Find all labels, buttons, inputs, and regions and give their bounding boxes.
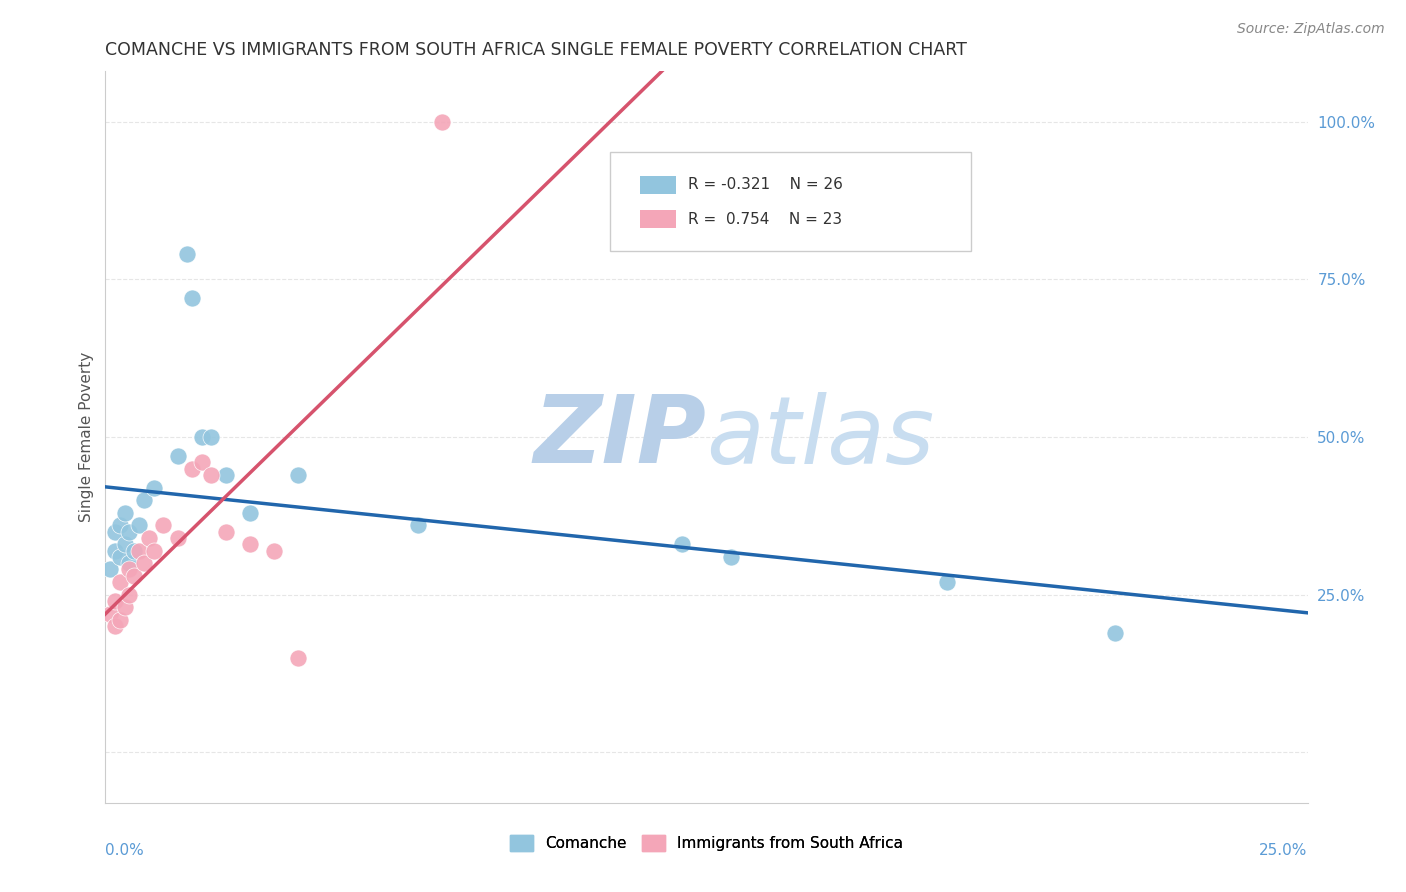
Point xyxy=(98,562,121,576)
Point xyxy=(108,518,131,533)
Point xyxy=(104,543,127,558)
Point xyxy=(152,518,174,533)
Point xyxy=(190,455,212,469)
Point xyxy=(720,549,742,564)
Point xyxy=(214,524,236,539)
Point xyxy=(118,588,141,602)
Point xyxy=(128,543,150,558)
Point xyxy=(200,467,222,482)
Point xyxy=(181,291,204,305)
FancyBboxPatch shape xyxy=(640,176,676,194)
Text: 25.0%: 25.0% xyxy=(1260,843,1308,858)
Point xyxy=(287,650,309,665)
Point xyxy=(142,481,165,495)
Point xyxy=(430,115,453,129)
Point xyxy=(671,537,693,551)
Point xyxy=(200,430,222,444)
Text: COMANCHE VS IMMIGRANTS FROM SOUTH AFRICA SINGLE FEMALE POVERTY CORRELATION CHART: COMANCHE VS IMMIGRANTS FROM SOUTH AFRICA… xyxy=(105,41,967,59)
Point xyxy=(239,537,262,551)
Point xyxy=(114,506,136,520)
Point xyxy=(406,518,429,533)
Text: R = -0.321    N = 26: R = -0.321 N = 26 xyxy=(689,178,844,193)
Y-axis label: Single Female Poverty: Single Female Poverty xyxy=(79,352,94,522)
Point xyxy=(132,493,155,508)
Point xyxy=(128,518,150,533)
Point xyxy=(239,506,262,520)
Point xyxy=(132,556,155,570)
Point xyxy=(108,613,131,627)
Point xyxy=(104,619,127,633)
Text: R =  0.754    N = 23: R = 0.754 N = 23 xyxy=(689,211,842,227)
Point xyxy=(118,562,141,576)
Point xyxy=(1104,625,1126,640)
Point xyxy=(108,549,131,564)
FancyBboxPatch shape xyxy=(640,210,676,228)
Legend: Comanche, Immigrants from South Africa: Comanche, Immigrants from South Africa xyxy=(503,830,910,857)
Point xyxy=(936,575,959,590)
Text: 0.0%: 0.0% xyxy=(105,843,145,858)
Point xyxy=(287,467,309,482)
Point xyxy=(98,607,121,621)
Point xyxy=(124,569,146,583)
Point xyxy=(142,543,165,558)
Text: atlas: atlas xyxy=(707,392,935,483)
Point xyxy=(214,467,236,482)
Point xyxy=(118,524,141,539)
Point xyxy=(114,600,136,615)
Point xyxy=(104,594,127,608)
Point xyxy=(176,247,198,261)
Point xyxy=(138,531,160,545)
Point xyxy=(114,537,136,551)
Point xyxy=(166,531,188,545)
Point xyxy=(263,543,285,558)
Point xyxy=(166,449,188,463)
FancyBboxPatch shape xyxy=(610,152,972,251)
Point xyxy=(124,543,146,558)
Point xyxy=(181,461,204,475)
Point xyxy=(104,524,127,539)
Point xyxy=(108,575,131,590)
Point xyxy=(118,556,141,570)
Point xyxy=(190,430,212,444)
Text: Source: ZipAtlas.com: Source: ZipAtlas.com xyxy=(1237,22,1385,37)
Text: ZIP: ZIP xyxy=(534,391,707,483)
